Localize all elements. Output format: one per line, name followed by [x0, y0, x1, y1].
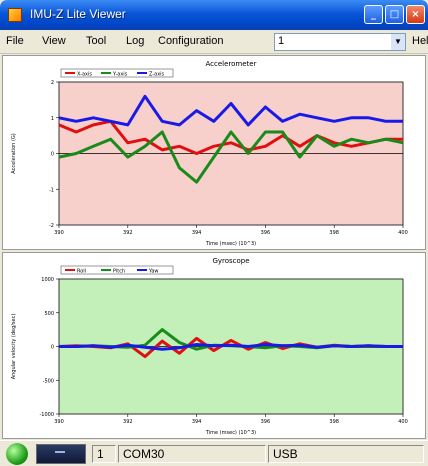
channel-select[interactable]: 1 ▼ [274, 33, 406, 51]
gyro-legend-label-3: Yaw [148, 269, 159, 275]
accel-xtick-label-2: 394 [192, 230, 202, 236]
gyro-xtick-label-3: 396 [261, 419, 271, 425]
gyro-xtick-label-1: 392 [123, 419, 133, 425]
gyro-ytick-label-3: -500 [43, 378, 54, 384]
gyro-xlabel: Time (msec) (10^3) [205, 430, 256, 436]
gyro-ytick-label-4: -1000 [39, 412, 54, 418]
menu-view[interactable]: View [42, 35, 66, 47]
accel-xtick-label-4: 398 [329, 230, 339, 236]
status-port-number: 1 [92, 445, 116, 463]
accel-legend-label-2: Y-axis [112, 72, 128, 78]
gyro-series-yaw [59, 343, 403, 351]
window-title: IMU-Z Lite Viewer [30, 7, 126, 21]
accel-legend-label-1: X-axis [77, 72, 92, 78]
accel-ytick-label-1: 1 [51, 116, 54, 122]
connection-status-led-icon [6, 443, 28, 465]
status-bar: 1 COM30 USB [0, 440, 428, 466]
app-icon [8, 8, 22, 22]
menu-file[interactable]: File [6, 35, 24, 47]
maximize-button[interactable]: □ [385, 5, 404, 24]
gyro-xtick-label-0: 390 [54, 419, 64, 425]
gyro-chart-title: Gyroscope [212, 257, 249, 265]
gyro-xtick-label-5: 400 [398, 419, 408, 425]
accel-ytick-label-0: 2 [51, 80, 54, 86]
accel-series-z-axis [58, 94, 403, 127]
accel-ytick-label-3: -1 [49, 187, 54, 193]
accel-xtick-label-0: 390 [54, 230, 64, 236]
gyro-legend-label-2: Pitch [113, 269, 125, 275]
gyro-xtick-label-4: 398 [329, 419, 339, 425]
title-bar[interactable]: IMU-Z Lite Viewer _ □ × [0, 0, 428, 30]
accel-xtick-label-5: 400 [398, 230, 408, 236]
chevron-down-icon[interactable]: ▼ [391, 34, 405, 50]
accel-legend-label-3: Z-axis [149, 72, 165, 78]
channel-select-value: 1 [278, 35, 285, 47]
accel-xtick-label-1: 392 [123, 230, 133, 236]
menu-help[interactable]: Hel [412, 35, 428, 47]
accel-series-y-axis [58, 130, 404, 184]
gyro-xtick-label-2: 394 [192, 419, 202, 425]
accel-series-x-axis [58, 119, 403, 155]
gyro-ytick-label-1: 500 [44, 311, 54, 317]
status-port-name: COM30 [118, 445, 266, 463]
gyroscope-chart: Gyroscope Roll Pitch Yaw 1000 500 0 -500 -1000 39… [2, 252, 426, 439]
accelerometer-chart: Accelerometer X-axis Y-axis Z-axis 2 1 0 -1 -2 39… [2, 55, 426, 250]
accel-ytick-label-2: 0 [51, 152, 54, 158]
menu-configuration[interactable]: Configuration [158, 35, 224, 47]
close-button[interactable]: × [406, 5, 425, 24]
menu-bar: File View Tool Log Configuration 1 ▼ Hel [0, 30, 428, 54]
gyro-ytick-label-2: 0 [51, 345, 54, 351]
device-indicator [36, 444, 86, 464]
accel-ytick-label-4: -2 [49, 223, 54, 229]
gyro-legend-box [60, 265, 174, 275]
gyro-ylabel: Angular velocity (deg/sec) [11, 314, 17, 380]
menu-log[interactable]: Log [126, 35, 145, 47]
accel-ylabel: Acceleration (G) [11, 133, 17, 173]
accel-xtick-label-3: 396 [261, 230, 271, 236]
accel-xlabel: Time (msec) (10^3) [205, 241, 256, 247]
accel-legend: X-axis Y-axis Z-axis [60, 68, 174, 78]
status-interface: USB [268, 445, 424, 463]
accel-chart-title: Accelerometer [206, 60, 257, 68]
minimize-button[interactable]: _ [364, 5, 383, 24]
gyro-legend: Roll Pitch Yaw [60, 265, 174, 275]
menu-tool[interactable]: Tool [86, 35, 107, 47]
accel-legend-box [60, 68, 174, 78]
gyro-legend-label-1: Roll [77, 269, 86, 275]
gyro-ytick-label-0: 1000 [41, 277, 54, 283]
